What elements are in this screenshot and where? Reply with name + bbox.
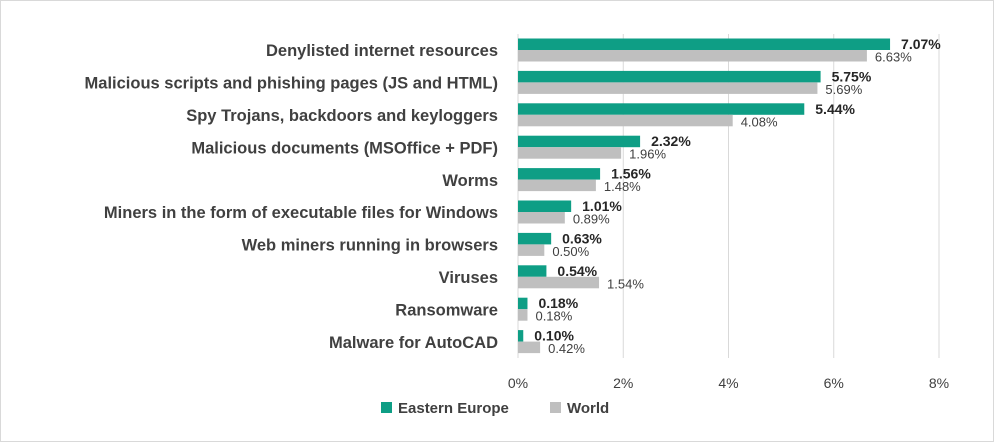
bar-eastern-europe bbox=[518, 200, 572, 212]
value-label-world: 0.50% bbox=[552, 244, 589, 259]
legend-label: Eastern Europe bbox=[398, 400, 509, 417]
x-axis: 0% 2% 4% 6% 8% bbox=[508, 375, 949, 391]
value-label-eastern-europe: 0.63% bbox=[562, 230, 602, 246]
legend: Eastern Europe World bbox=[381, 400, 609, 417]
bar-eastern-europe bbox=[518, 297, 528, 310]
category-labels: Denylisted internet resources Malicious s… bbox=[85, 42, 499, 352]
value-label-world: 1.96% bbox=[629, 147, 666, 162]
category-label: Malicious documents (MSOffice + PDF) bbox=[191, 139, 498, 157]
value-label-world: 1.54% bbox=[607, 276, 644, 291]
value-label-world: 5.69% bbox=[825, 82, 862, 97]
bar-world bbox=[518, 309, 528, 321]
bar-eastern-europe bbox=[518, 38, 891, 50]
category-label: Worms bbox=[442, 172, 498, 190]
value-label-world: 0.18% bbox=[535, 309, 572, 324]
bar-eastern-europe bbox=[518, 103, 805, 115]
bar-world bbox=[518, 341, 541, 354]
value-label-eastern-europe: 1.01% bbox=[582, 198, 622, 214]
x-tick-label: 8% bbox=[929, 375, 949, 391]
value-label-eastern-europe: 0.10% bbox=[534, 328, 574, 344]
bar-world bbox=[518, 82, 818, 94]
bar-world bbox=[518, 276, 600, 289]
bar-eastern-europe bbox=[518, 232, 552, 245]
bar-eastern-europe bbox=[518, 265, 547, 277]
value-label-eastern-europe: 5.75% bbox=[832, 68, 872, 84]
value-label-eastern-europe: 7.07% bbox=[901, 36, 941, 52]
bar-eastern-europe bbox=[518, 135, 641, 148]
category-label: Viruses bbox=[439, 269, 498, 287]
value-label-eastern-europe: 0.54% bbox=[557, 263, 597, 279]
value-label-eastern-europe: 2.32% bbox=[651, 133, 691, 149]
bar-world bbox=[518, 244, 545, 256]
bars bbox=[518, 38, 891, 354]
bar-world bbox=[518, 114, 733, 127]
bar-eastern-europe bbox=[518, 70, 821, 83]
value-label-world: 1.48% bbox=[604, 179, 641, 194]
value-label-world: 0.42% bbox=[548, 341, 585, 356]
x-tick-label: 2% bbox=[613, 375, 633, 391]
bar-world bbox=[518, 147, 622, 159]
bar-eastern-europe bbox=[518, 330, 524, 342]
category-label: Miners in the form of executable files f… bbox=[104, 204, 498, 222]
value-labels: 7.07%6.63%5.75%5.69% 5.44% 4.08% 2.32%1.96%… bbox=[534, 36, 941, 356]
category-label: Spy Trojans, backdoors and keyloggers bbox=[186, 107, 498, 125]
category-label: Denylisted internet resources bbox=[266, 42, 498, 60]
category-label: Malicious scripts and phishing pages (JS… bbox=[85, 75, 498, 93]
bar-world bbox=[518, 50, 867, 62]
category-label: Malware for AutoCAD bbox=[329, 334, 498, 352]
legend-swatch bbox=[550, 402, 561, 413]
category-label: Web miners running in browsers bbox=[242, 237, 498, 255]
value-label-eastern-europe: 5.44% bbox=[815, 101, 855, 117]
x-tick-label: 6% bbox=[824, 375, 844, 391]
x-tick-label: 0% bbox=[508, 375, 528, 391]
bar-eastern-europe bbox=[518, 168, 601, 180]
bar-world bbox=[518, 212, 565, 224]
value-label-world: 0.89% bbox=[573, 212, 610, 227]
value-label-eastern-europe: 0.18% bbox=[538, 295, 578, 311]
x-tick-label: 4% bbox=[718, 375, 738, 391]
legend-swatch bbox=[381, 402, 392, 413]
value-label-eastern-europe: 1.56% bbox=[611, 166, 651, 182]
bar-world bbox=[518, 179, 596, 192]
value-label-world: 4.08% bbox=[741, 114, 778, 129]
value-label-world: 6.63% bbox=[875, 50, 912, 65]
legend-label: World bbox=[567, 400, 609, 417]
category-label: Ransomware bbox=[395, 301, 498, 319]
